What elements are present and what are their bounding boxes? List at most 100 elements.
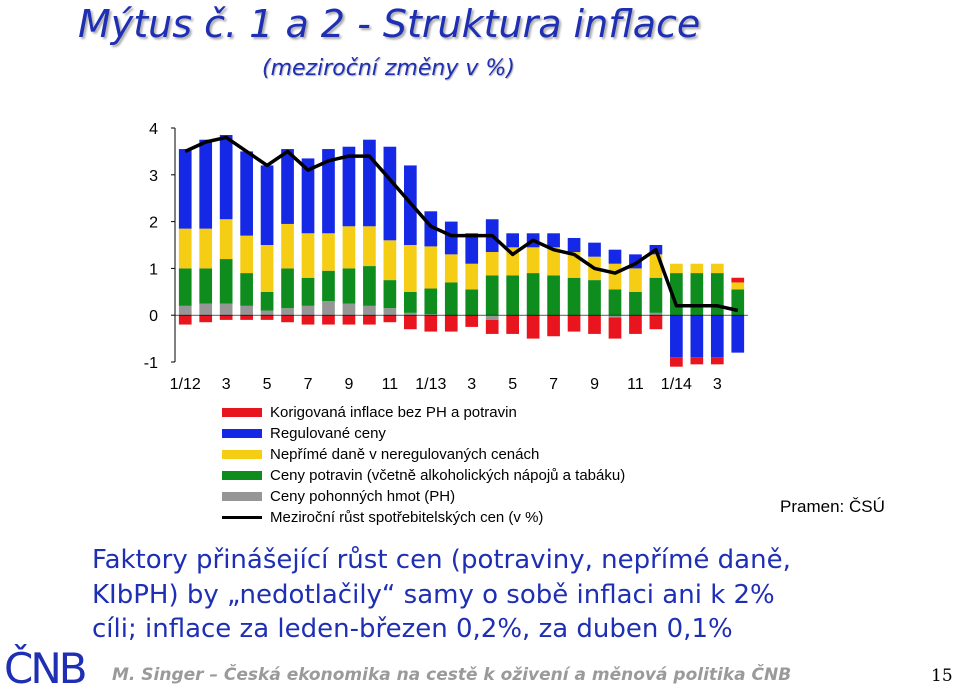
cpi-line — [184, 135, 739, 313]
bar-segment — [322, 315, 335, 325]
bar-segment — [363, 226, 376, 267]
x-tick-label: 9 — [344, 376, 353, 393]
bar-segment — [690, 273, 704, 316]
bar-segment — [342, 226, 356, 269]
legend-item: Korigovaná inflace bez PH a potravin — [222, 402, 625, 423]
bar-segment — [178, 315, 192, 325]
bar-segment — [240, 235, 253, 274]
cnb-logo: ČNB — [4, 644, 88, 693]
bar-segment — [383, 308, 397, 316]
bar-segment — [485, 252, 499, 276]
body-text-line-2: KIbPH) by „nedotlačily“ samy o sobě infl… — [92, 580, 775, 610]
bar-segment — [506, 233, 520, 248]
bar-segment — [240, 273, 253, 306]
bar-segment — [260, 165, 274, 245]
bar-segment — [629, 268, 642, 292]
bar-segment — [260, 315, 274, 320]
bar-segment — [342, 303, 356, 316]
bar-segment — [219, 219, 233, 260]
bar-segment — [567, 277, 581, 316]
bar-segment — [567, 315, 581, 332]
bar-segment — [219, 135, 233, 220]
bar-segment — [199, 303, 213, 316]
bar-segment — [465, 263, 479, 290]
bar-segment — [260, 245, 274, 292]
bar-segment — [608, 289, 622, 316]
legend-swatch — [222, 471, 262, 480]
body-text-line-3: cíli; inflace za leden-březen 0,2%, za d… — [92, 614, 733, 644]
bar-segment — [301, 277, 315, 306]
chart-legend: Korigovaná inflace bez PH a potravin Regu… — [222, 402, 625, 528]
slide-subtitle: (meziroční změny v %) — [262, 56, 515, 81]
bar-segment — [363, 305, 376, 316]
bar-segment — [383, 146, 397, 241]
x-tick-label: 5 — [263, 376, 272, 393]
bar-segment — [178, 268, 192, 306]
bar-segment — [199, 228, 213, 269]
bar-segment — [363, 315, 376, 325]
bar-segment — [547, 233, 560, 248]
bar-segment — [301, 158, 315, 234]
bar-segment — [199, 315, 213, 323]
x-tick-label: 3 — [713, 376, 722, 393]
legend-label: Ceny potravin (včetně alkoholických nápo… — [270, 467, 626, 484]
x-tick-label: 1/12 — [170, 376, 201, 393]
body-text-line-1: Faktory přinášející růst cen (potraviny,… — [92, 545, 791, 575]
legend-item: Nepřímé daně v neregulovaných cenách — [222, 444, 625, 465]
bar-segment — [670, 357, 683, 367]
bar-segment — [281, 308, 294, 316]
x-tick-label: 11 — [627, 376, 644, 393]
bar-segment — [710, 315, 724, 358]
bar-segment — [588, 280, 601, 316]
y-tick-label: 1 — [149, 261, 158, 278]
bar-segment — [363, 266, 376, 306]
bar-segment — [260, 310, 274, 316]
bar-segment — [547, 275, 560, 316]
x-tick-label: 3 — [467, 376, 476, 393]
bar-segment — [608, 315, 622, 318]
bar-segment — [219, 259, 233, 304]
y-tick-label: 2 — [149, 215, 158, 232]
legend-swatch — [222, 516, 262, 519]
x-tick-label: 1/14 — [661, 376, 692, 393]
bar-segment — [281, 223, 294, 269]
bar-segment — [506, 275, 520, 316]
legend-swatch — [222, 429, 262, 438]
bar-segment — [363, 139, 376, 227]
bar-segment — [240, 151, 253, 236]
bar-segment — [219, 303, 233, 316]
bar-segment — [710, 263, 724, 274]
bar-segment — [465, 289, 479, 316]
bar-segment — [260, 291, 274, 311]
x-tick-label: 9 — [590, 376, 599, 393]
bar-segment — [526, 315, 540, 339]
source-note: Pramen: ČSÚ — [780, 497, 885, 516]
bar-segment — [526, 273, 540, 316]
bar-segment — [670, 315, 683, 358]
bar-segment — [322, 301, 335, 316]
bar-segment — [301, 233, 315, 278]
legend-label: Korigovaná inflace bez PH a potravin — [270, 404, 517, 421]
legend-swatch — [222, 492, 262, 501]
bar-segment — [567, 237, 581, 253]
bar-segment — [424, 288, 438, 315]
x-tick-label: 7 — [304, 376, 313, 393]
legend-item: Ceny potravin (včetně alkoholických nápo… — [222, 465, 625, 486]
bar-segment — [403, 245, 417, 292]
bar-segment — [322, 233, 335, 271]
bar-segment — [731, 289, 745, 316]
bar-segment — [670, 263, 683, 274]
bar-segment — [199, 268, 213, 304]
bar-segment — [690, 315, 704, 358]
bar-segment — [281, 268, 294, 309]
bar-segment — [588, 315, 601, 334]
bar-segment — [301, 305, 315, 316]
legend-item: Regulované ceny — [222, 423, 625, 444]
bar-segment — [424, 314, 438, 316]
bar-segment — [342, 146, 356, 227]
bar-segment — [403, 291, 417, 313]
bar-segment — [649, 312, 663, 316]
bar-segment — [608, 317, 622, 339]
bar-segment — [506, 315, 520, 334]
bar-segment — [547, 315, 560, 337]
